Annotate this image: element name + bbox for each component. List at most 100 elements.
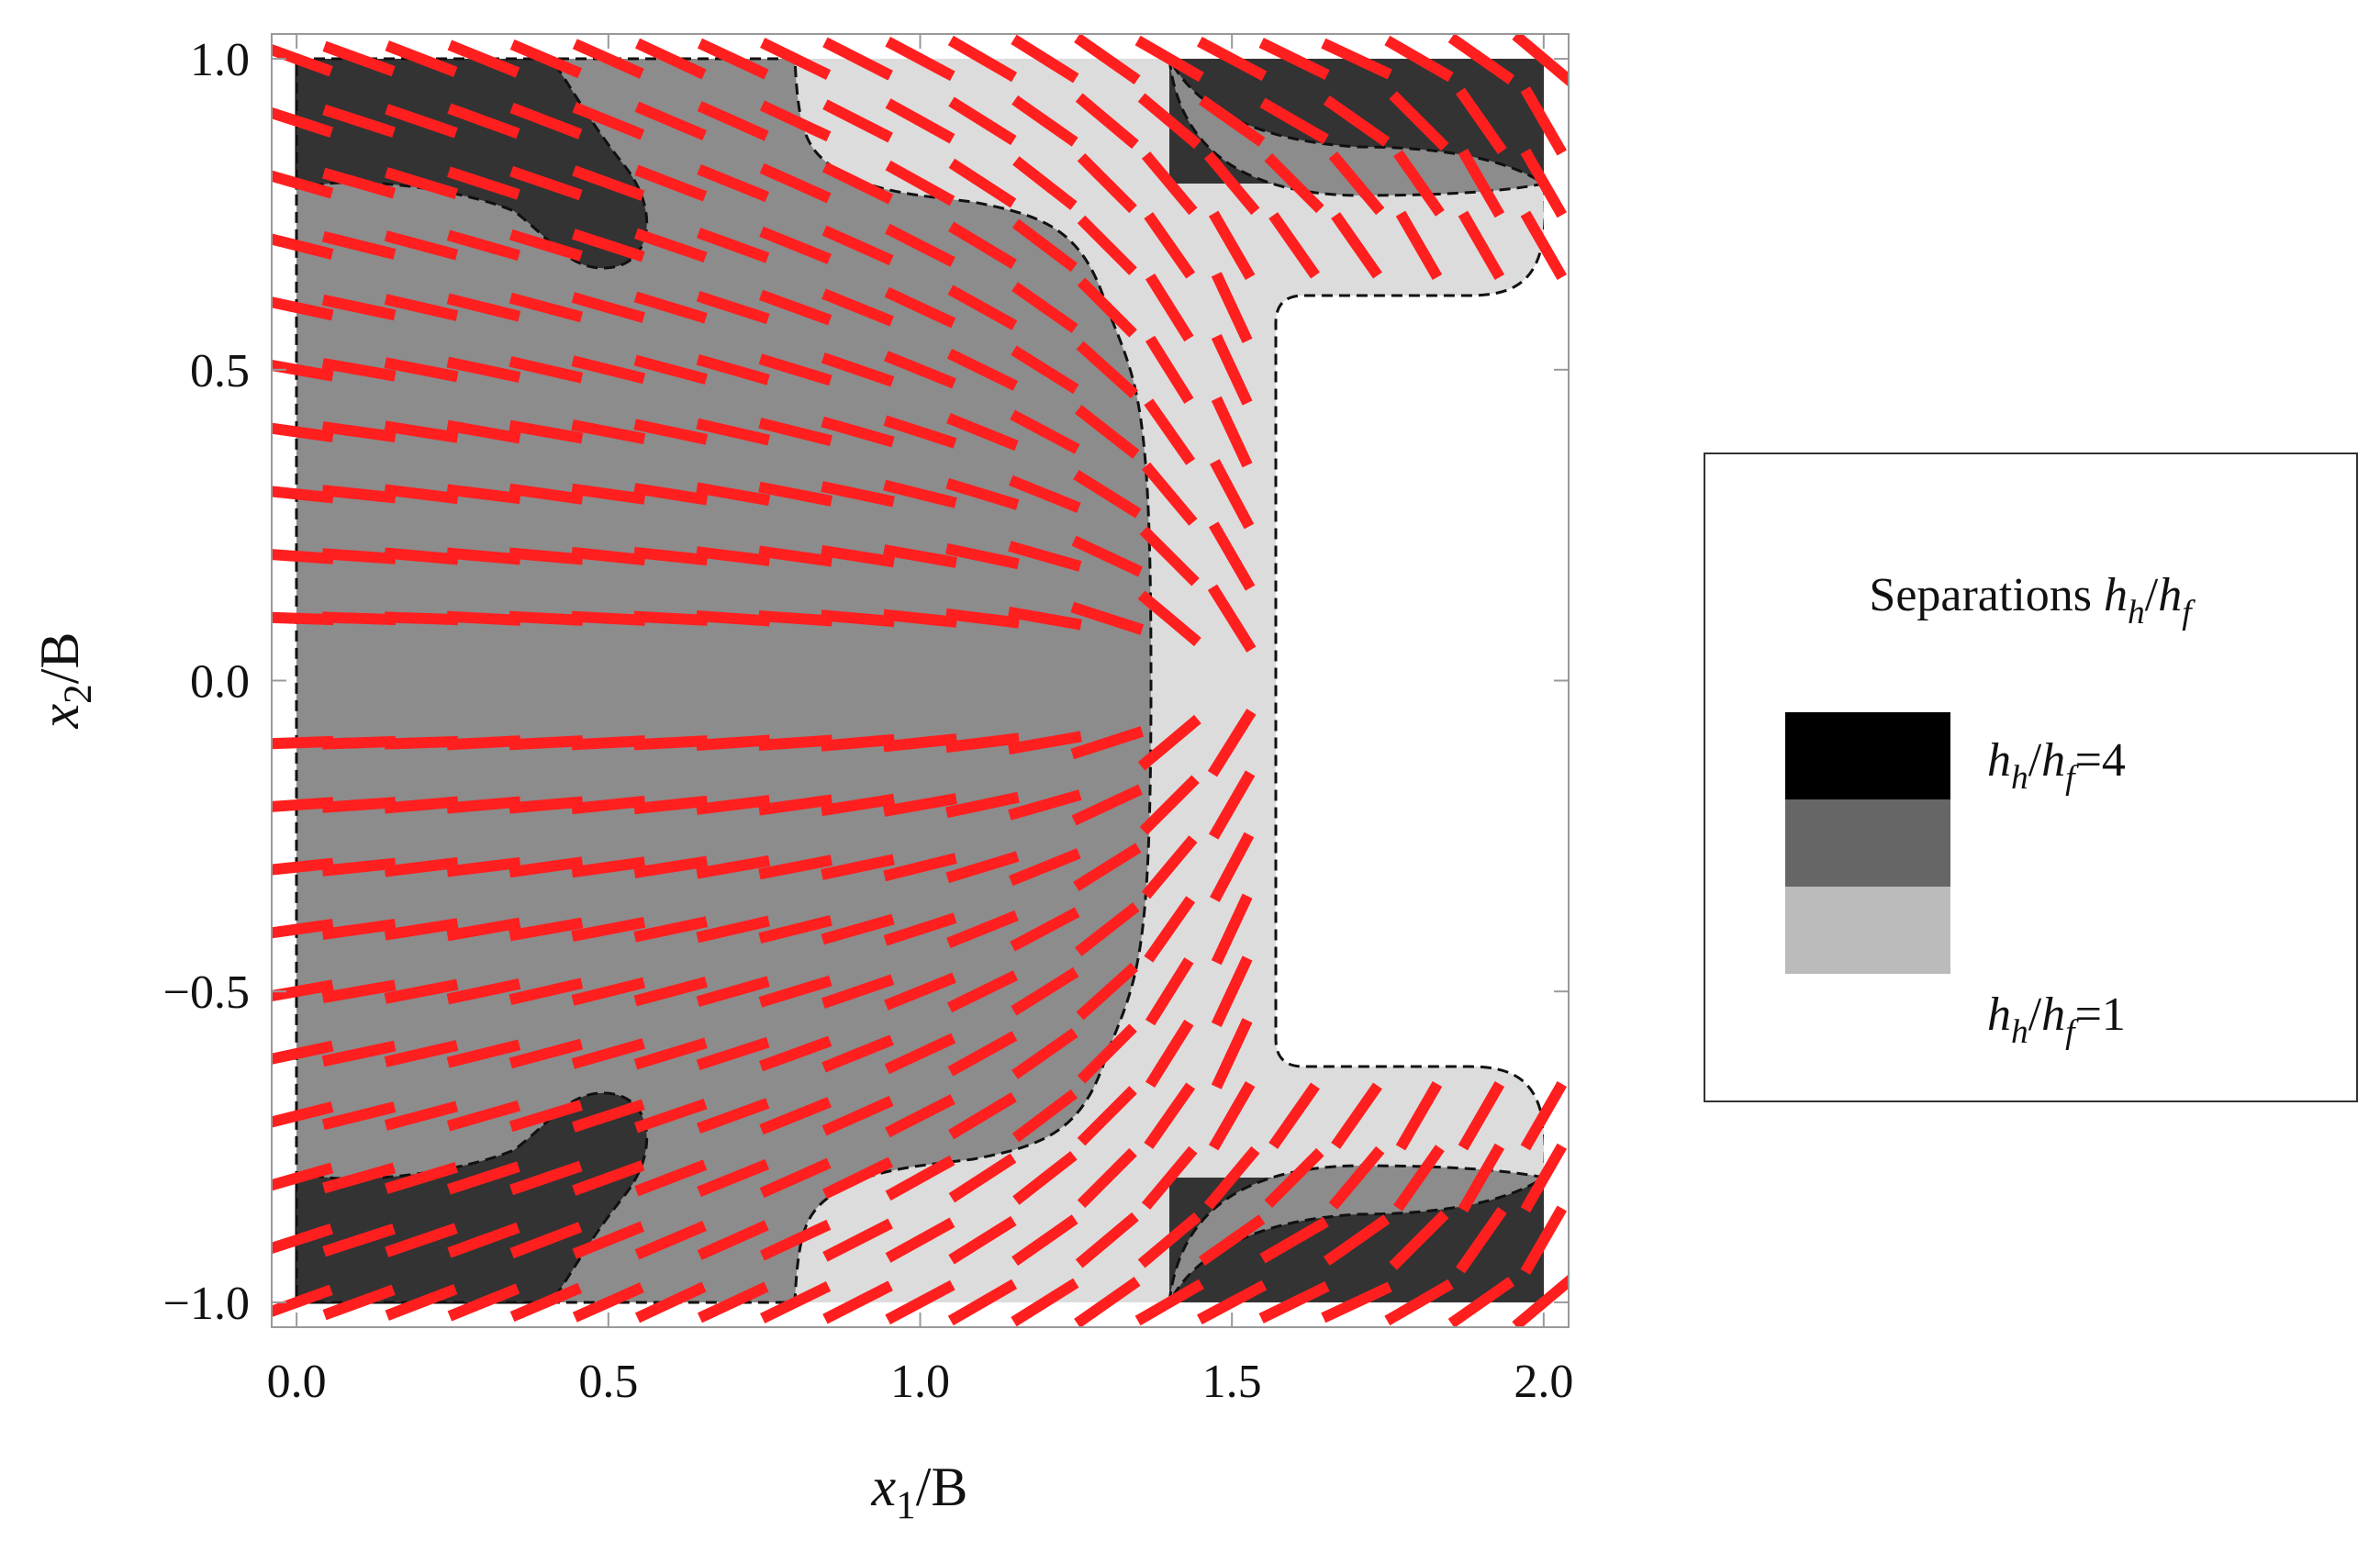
legend-swatch [1785,799,1950,887]
direction-dash [508,419,584,444]
direction-dash [1447,1277,1515,1327]
direction-dash [885,1155,955,1201]
direction-dash [1012,156,1078,210]
direction-dash [946,348,1019,391]
direction-dash [696,546,771,566]
direction-dash [1007,731,1082,755]
label-part: h [2011,1013,2028,1051]
direction-dash [384,611,459,626]
direction-dash [446,917,521,942]
direction-dash [1384,1279,1454,1326]
direction-dash [571,483,646,505]
direction-dash [508,292,584,323]
direction-dash [446,978,521,1005]
label-part: x [29,703,90,729]
direction-dash [944,732,1020,754]
direction-dash [633,855,709,878]
direction-dash [821,288,894,327]
direction-dash [446,419,521,444]
direction-dash [1198,1214,1266,1267]
region-medium [295,57,1153,1304]
direction-dash [947,285,1018,330]
direction-dash [446,547,521,565]
direction-dash [508,355,584,384]
direction-dash [321,918,397,940]
direction-dash [1208,210,1256,280]
direction-dash [446,735,521,751]
label-part: /B [29,632,90,685]
direction-dash [633,977,708,1007]
direction-dash [571,292,645,323]
direction-dash [822,1218,893,1262]
direction-dash [1321,1281,1392,1324]
direction-dash [509,1222,583,1259]
direction-dash [948,96,1017,146]
direction-dash [821,793,896,817]
direction-dash [758,353,832,386]
direction-dash [760,1280,832,1324]
direction-dash [948,221,1017,270]
direction-dash [822,37,893,81]
direction-dash [821,416,895,448]
direction-dash [758,1035,832,1072]
y-tick-label: −1.0 [163,1278,250,1330]
direction-dash [384,420,459,443]
x-tick-label: 1.5 [1202,1356,1262,1408]
direction-dash [572,1221,645,1259]
direction-dash [634,1221,707,1260]
direction-dash [1393,150,1445,217]
direction-dash [821,162,894,205]
direction-dash [884,351,956,389]
direction-dash [447,1283,520,1322]
direction-dash [1512,1274,1569,1327]
direction-dash [321,421,397,443]
direction-dash [885,1217,955,1263]
direction-dash [758,855,833,880]
direction-dash [1264,1147,1324,1208]
direction-dash [385,1161,459,1194]
direction-dash [447,166,520,200]
direction-dash [384,918,459,941]
direction-dash [1211,272,1253,343]
direction-dash [384,484,459,505]
direction-dash [272,170,334,199]
direction-dash [634,38,707,80]
direction-dash [1141,151,1198,216]
direction-dash [447,1161,520,1195]
direction-dash [1197,1279,1268,1324]
label-part: 1 [896,1484,916,1527]
direction-dash [696,354,770,385]
direction-dash [1211,396,1253,468]
direction-dash [1008,789,1082,821]
direction-dash [1210,459,1255,530]
label-part: /B [916,1457,968,1517]
direction-dash [946,970,1019,1013]
direction-dash [1077,277,1137,338]
direction-dash [1268,1082,1320,1149]
label-part: h [1987,989,2011,1041]
direction-dash [948,1091,1017,1140]
direction-dash [821,352,895,387]
direction-dash [321,294,397,321]
direction-dash [885,1279,955,1324]
direction-dash [696,795,771,815]
label-part: =1 [2075,989,2126,1041]
direction-dash [1458,210,1505,280]
x-tick-label: 0.5 [578,1356,638,1408]
label-part: h [2128,594,2145,631]
direction-dash [322,40,396,77]
direction-dash [509,1282,583,1323]
direction-dash [1077,1086,1137,1146]
direction-dash [508,610,584,626]
direction-dash [822,99,893,143]
direction-dash [1073,843,1142,892]
direction-dash [697,164,770,203]
direction-dash [322,104,397,138]
direction-dash [321,857,397,877]
direction-dash [571,916,646,942]
direction-dash [1520,210,1568,280]
direction-dash [821,544,896,568]
direction-dash [1384,35,1454,83]
direction-dash [885,160,955,207]
label-part: h [2041,734,2065,787]
